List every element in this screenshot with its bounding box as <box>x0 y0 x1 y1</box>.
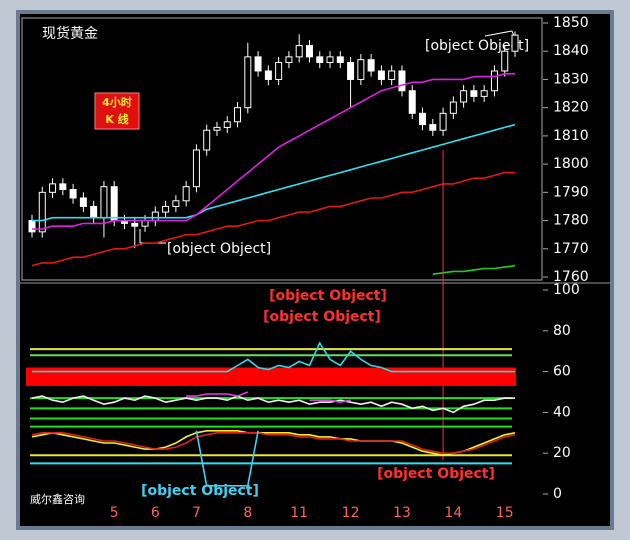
candle-body <box>223 121 231 128</box>
y-tick-label: 1780 <box>553 213 589 229</box>
candle-body <box>295 45 303 58</box>
y-tick-label: 60 <box>553 364 571 380</box>
badge-text: K 线 <box>105 112 128 126</box>
annotation: [object Object] <box>269 288 387 304</box>
candle-body <box>398 70 406 92</box>
candle-body <box>110 186 118 222</box>
candle-body <box>419 112 427 126</box>
candle-body <box>449 101 457 114</box>
price-panel-border <box>21 17 543 281</box>
x-tick-label: 13 <box>393 505 411 521</box>
candle-body <box>377 70 385 80</box>
series-line <box>31 395 515 414</box>
y-tick-label: 1760 <box>553 269 589 285</box>
candle-body <box>100 186 108 219</box>
candle-body <box>244 56 252 109</box>
candle-body <box>131 222 139 227</box>
candle-body <box>59 183 67 191</box>
annotation: [object Object] <box>167 241 271 257</box>
band <box>26 367 516 386</box>
annotation: [object Object] <box>263 309 381 325</box>
y-tick-label: 100 <box>553 282 580 298</box>
annotation: [object Object] <box>425 38 529 54</box>
candle-body <box>275 62 283 80</box>
candle-body <box>234 107 242 123</box>
candle-body <box>429 124 437 131</box>
candle-body <box>367 59 375 72</box>
annotation: [object Object] <box>141 483 259 499</box>
plot-background <box>20 14 610 526</box>
series-line <box>32 73 515 230</box>
candle-body <box>172 200 180 207</box>
y-tick-label: 1790 <box>553 184 589 200</box>
candle-body <box>470 90 478 97</box>
y-tick-label: 1830 <box>553 71 589 87</box>
series-line <box>195 430 259 487</box>
x-tick-label: 14 <box>444 505 462 521</box>
candle-body <box>254 56 262 72</box>
y-tick-label: 1770 <box>553 241 589 257</box>
footer: 威尔鑫咨询 <box>30 492 85 506</box>
y-tick-label: 0 <box>553 486 562 502</box>
candle-body <box>501 50 509 72</box>
candle-body <box>305 45 313 58</box>
candle-body <box>90 205 98 219</box>
x-tick-label: 6 <box>151 505 160 521</box>
candle-body <box>336 56 344 64</box>
leader-line <box>484 30 513 37</box>
candle-body <box>388 70 396 80</box>
badge-text: 4小时 <box>102 95 132 109</box>
series-line <box>31 430 516 457</box>
candle-body <box>347 62 355 80</box>
candle-body <box>264 70 272 80</box>
x-tick-label: 15 <box>496 505 514 521</box>
y-tick-label: 1810 <box>553 128 589 144</box>
candle-body <box>182 186 190 202</box>
candle-body <box>316 56 324 64</box>
y-tick-label: 1820 <box>553 100 589 116</box>
y-tick-label: 20 <box>553 445 571 461</box>
chart-title: 现货黄金 <box>42 25 98 42</box>
series-line <box>432 264 516 275</box>
candle-body <box>28 220 36 233</box>
y-tick-label: 1840 <box>553 43 589 59</box>
candle-body <box>49 183 57 193</box>
candle-body <box>480 90 488 97</box>
candle-body <box>511 34 519 52</box>
y-tick-label: 1800 <box>553 156 589 172</box>
series-line <box>31 171 515 267</box>
candle-body <box>408 90 416 114</box>
candle-body <box>326 56 334 64</box>
candle-body <box>141 220 149 227</box>
candle-body <box>439 112 447 131</box>
y-tick-label: 40 <box>553 404 571 420</box>
series-line <box>32 123 516 222</box>
candle-body <box>151 211 159 222</box>
candle-body <box>490 70 498 92</box>
candle-body <box>357 59 365 80</box>
x-tick-label: 8 <box>243 505 252 521</box>
candle-body <box>460 90 468 103</box>
candle-body <box>213 126 221 131</box>
x-tick-label: 7 <box>192 505 201 521</box>
candle-body <box>203 129 211 151</box>
y-tick-label: 1850 <box>553 15 589 31</box>
x-tick-label: 5 <box>110 505 119 521</box>
x-tick-label: 11 <box>290 505 308 521</box>
series-line <box>32 341 515 373</box>
series-line <box>31 432 516 454</box>
candle-body <box>192 149 200 188</box>
annotation: [object Object] <box>377 466 495 482</box>
y-tick-label: 80 <box>553 323 571 339</box>
x-tick-label: 12 <box>342 505 360 521</box>
candle-body <box>38 191 46 233</box>
badge <box>94 92 140 130</box>
candle-body <box>69 189 77 199</box>
candle-body <box>285 56 293 64</box>
candle-body <box>79 197 87 207</box>
series-line <box>186 391 351 404</box>
candle-body <box>162 205 170 213</box>
